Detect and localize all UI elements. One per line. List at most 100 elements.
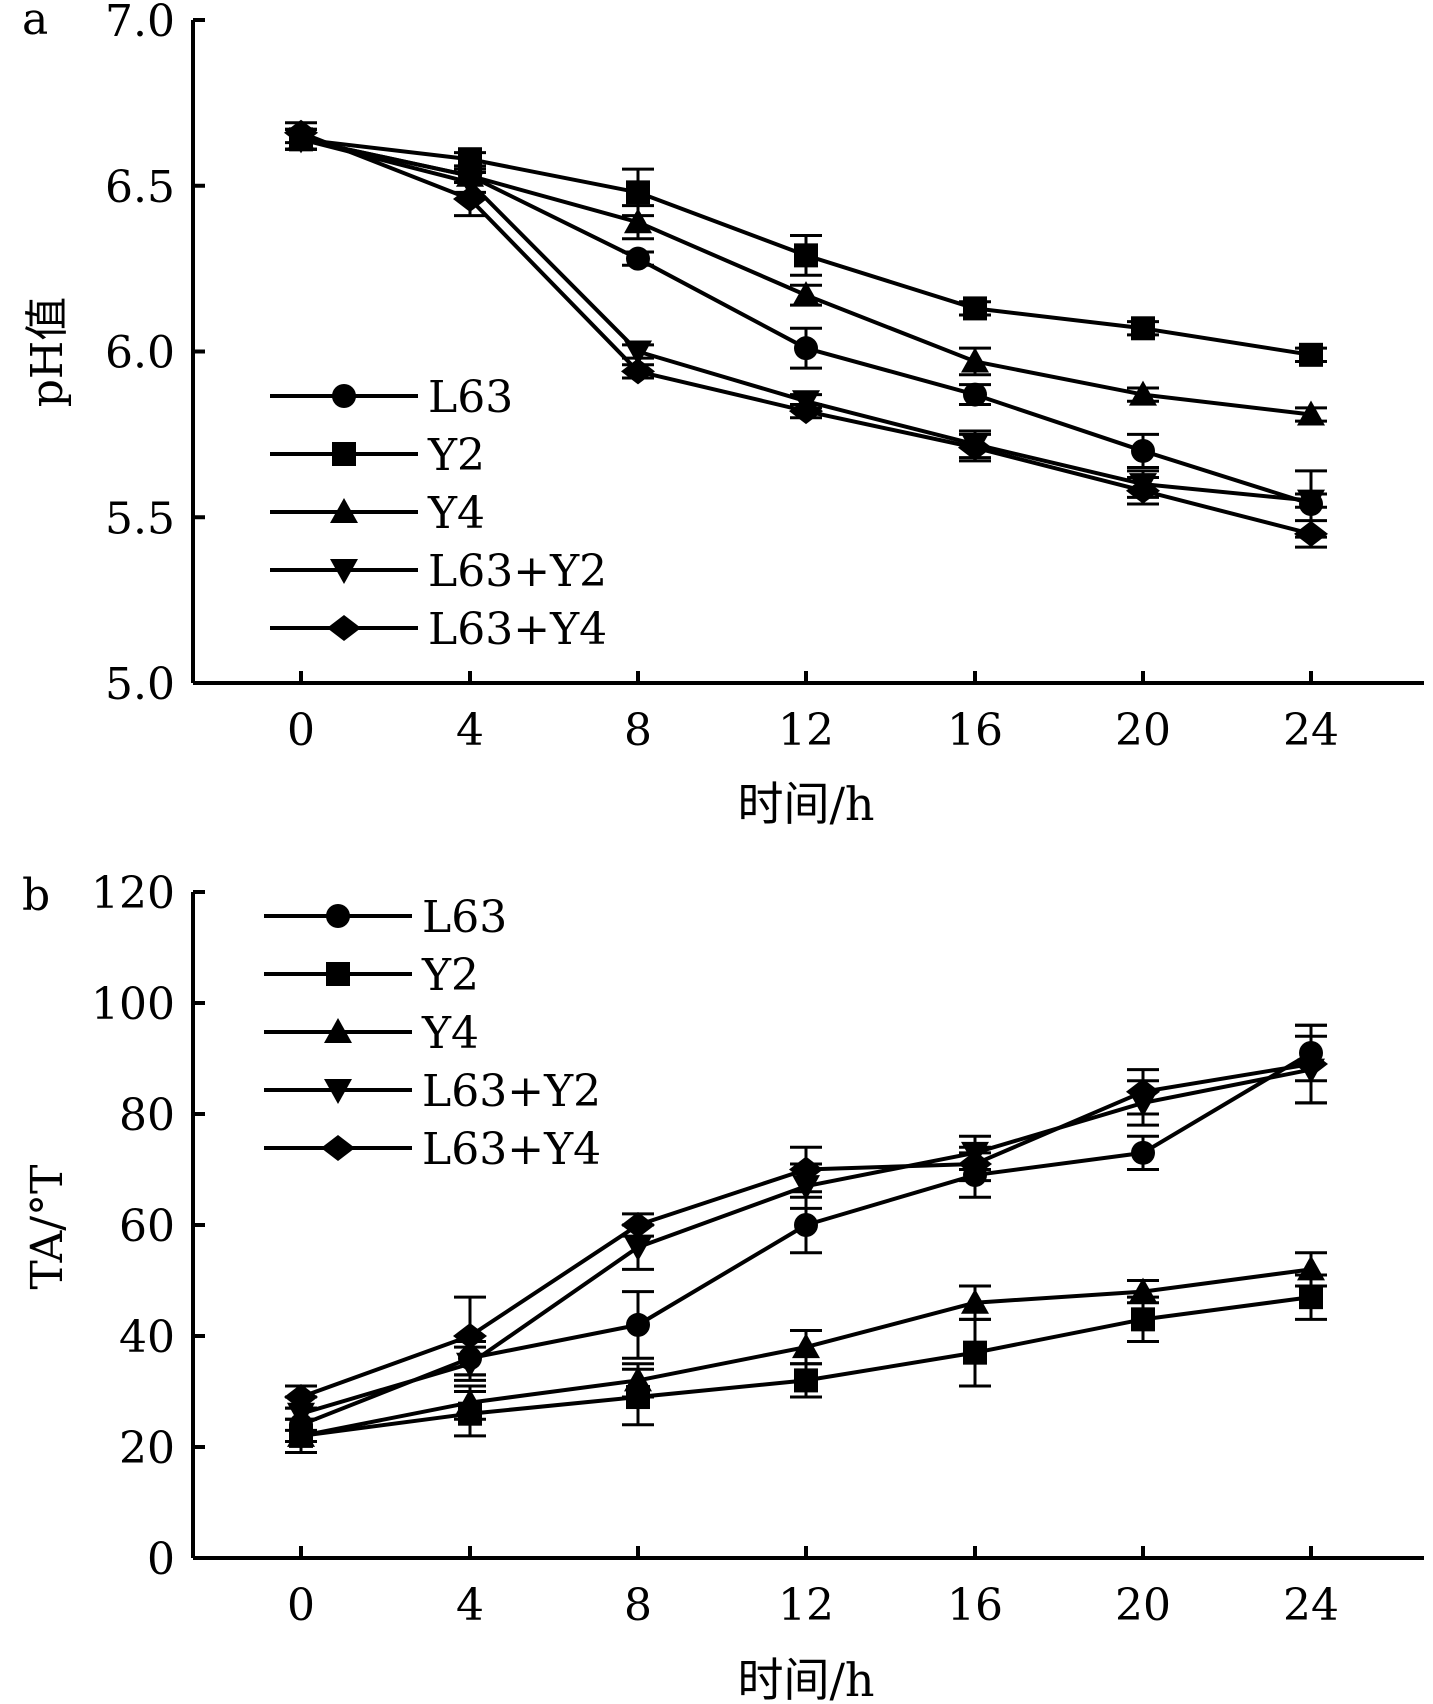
- y-tick-label: 80: [119, 1090, 175, 1141]
- x-tick-label: 16: [947, 705, 1003, 756]
- legend-label: L63: [428, 372, 513, 423]
- data-point: [958, 434, 992, 461]
- x-tick-label: 20: [1115, 1580, 1171, 1631]
- y-tick-label: 40: [119, 1312, 175, 1363]
- panel-a: a pH值 时间/h 5.0 5.5 6.0 6.5 7.0 0 4 8 12 16 20 24 L63…: [22, 0, 1424, 831]
- y-tick-label: 6.5: [105, 162, 175, 213]
- x-tick-label: 20: [1115, 705, 1171, 756]
- data-point: [1131, 316, 1155, 341]
- data-point: [794, 1368, 818, 1393]
- y-tick-label: 5.5: [105, 493, 175, 544]
- legend-marker: [330, 498, 358, 523]
- data-point: [626, 1312, 650, 1337]
- data-point: [1294, 520, 1328, 547]
- data-point: [1299, 342, 1323, 367]
- panel-b-y-axis-label: TA/°T: [22, 1165, 73, 1290]
- data-point: [626, 246, 650, 271]
- series-y4: [285, 1251, 1327, 1455]
- x-tick-label: 24: [1283, 1580, 1339, 1631]
- x-tick-label: 8: [624, 1580, 652, 1631]
- data-point: [626, 180, 650, 205]
- panel-a-x-axis-label: 时间/h: [737, 777, 874, 831]
- data-point: [1131, 1140, 1155, 1165]
- data-point: [963, 382, 987, 407]
- panel-b-x-axis-label: 时间/h: [737, 1653, 874, 1704]
- data-point: [621, 358, 655, 385]
- series-l63-y4: [284, 119, 1328, 549]
- y-tick-label: 100: [91, 979, 175, 1030]
- legend-label: Y4: [427, 488, 485, 539]
- data-point: [789, 398, 823, 425]
- panel-b-label: b: [22, 870, 50, 921]
- y-tick-label: 60: [119, 1201, 175, 1252]
- panel-a-label: a: [22, 0, 48, 45]
- data-point: [958, 1150, 992, 1177]
- x-tick-label: 0: [287, 1580, 315, 1631]
- data-point: [1129, 380, 1157, 406]
- data-point: [961, 1288, 989, 1314]
- legend-label: L63+Y2: [422, 1066, 601, 1117]
- data-point: [963, 1340, 987, 1365]
- data-point: [1131, 1307, 1155, 1332]
- legend-label: L63: [422, 892, 507, 943]
- y-tick-label: 7.0: [105, 0, 175, 47]
- data-point: [1297, 489, 1325, 515]
- data-point: [287, 1421, 315, 1447]
- data-point: [1299, 1285, 1323, 1310]
- data-point: [624, 1366, 652, 1392]
- data-point: [794, 336, 818, 361]
- data-point: [624, 1236, 652, 1262]
- y-tick-label: 0: [147, 1534, 175, 1585]
- legend: L63 Y2 Y4 L63+Y2 L63+Y4: [264, 892, 601, 1175]
- legend-label: Y4: [421, 1008, 479, 1059]
- data-point: [1126, 477, 1160, 504]
- data-point: [1297, 1255, 1325, 1281]
- x-tick-label: 4: [456, 705, 484, 756]
- x-tick-label: 4: [456, 1580, 484, 1631]
- legend-marker: [324, 1018, 352, 1043]
- legend-marker: [332, 384, 356, 408]
- legend-marker: [332, 442, 356, 466]
- data-point: [453, 186, 487, 213]
- data-point: [792, 281, 820, 307]
- x-tick-label: 16: [947, 1580, 1003, 1631]
- data-point: [453, 1323, 487, 1349]
- legend-label: L63+Y2: [428, 546, 607, 597]
- legend-label: L63+Y4: [428, 604, 607, 655]
- x-tick-label: 24: [1283, 705, 1339, 756]
- y-tick-label: 20: [119, 1423, 175, 1474]
- y-tick-label: 120: [91, 868, 175, 919]
- data-point: [963, 296, 987, 321]
- data-point: [1129, 1277, 1157, 1303]
- x-tick-label: 8: [624, 705, 652, 756]
- panel-a-y-axis-label: pH值: [22, 297, 73, 408]
- legend-marker: [324, 1079, 352, 1104]
- data-point: [794, 1213, 818, 1237]
- x-tick-label: 0: [287, 705, 315, 756]
- data-point: [1126, 1078, 1160, 1105]
- x-tick-label: 12: [778, 1580, 834, 1631]
- legend-marker: [326, 962, 350, 986]
- legend-label: Y2: [421, 950, 479, 1001]
- data-point: [794, 243, 818, 268]
- data-point: [284, 1384, 318, 1411]
- data-point: [456, 1388, 484, 1414]
- legend-marker: [326, 904, 350, 928]
- data-point: [961, 347, 989, 373]
- legend: L63 Y2 Y4 L63+Y2 L63+Y4: [270, 372, 607, 655]
- data-point: [1297, 400, 1325, 426]
- legend-label: Y2: [427, 430, 485, 481]
- data-point: [792, 1333, 820, 1359]
- legend-marker: [330, 559, 358, 584]
- data-point: [789, 1156, 823, 1183]
- legend-label: L63+Y4: [422, 1124, 601, 1175]
- data-point: [1131, 438, 1155, 463]
- panel-b: b TA/°T 时间/h 0 20 40 60 80 100 120 0 4 8 12 16 20 24 L…: [22, 868, 1424, 1704]
- y-tick-label: 5.0: [105, 659, 175, 710]
- legend-marker: [321, 1135, 355, 1161]
- data-point: [624, 340, 652, 366]
- legend-marker: [327, 615, 361, 641]
- data-point: [284, 119, 318, 146]
- data-point: [621, 1212, 655, 1238]
